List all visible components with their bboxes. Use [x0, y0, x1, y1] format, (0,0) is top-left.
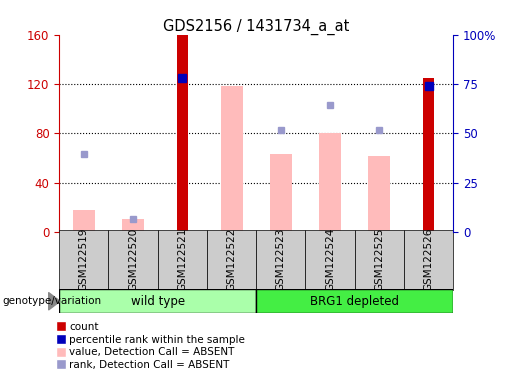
Text: GSM122523: GSM122523 [276, 227, 286, 291]
Text: GSM122520: GSM122520 [128, 227, 138, 291]
Bar [319, 134, 341, 232]
Text: GSM122522: GSM122522 [227, 227, 236, 291]
Bar [355, 230, 404, 290]
Bar [220, 86, 243, 232]
Bar [59, 230, 109, 290]
Text: GSM122525: GSM122525 [374, 227, 384, 291]
Text: GSM122521: GSM122521 [177, 227, 187, 291]
Title: GDS2156 / 1431734_a_at: GDS2156 / 1431734_a_at [163, 18, 349, 35]
Bar [122, 219, 144, 232]
Bar [404, 230, 453, 290]
Text: wild type: wild type [131, 295, 185, 308]
Bar [73, 210, 95, 232]
Text: GSM122526: GSM122526 [423, 227, 434, 291]
Bar [59, 289, 256, 313]
Legend: count, percentile rank within the sample, value, Detection Call = ABSENT, rank, : count, percentile rank within the sample… [57, 322, 245, 370]
Bar [270, 154, 292, 232]
Text: BRG1 depleted: BRG1 depleted [310, 295, 399, 308]
Bar [368, 156, 390, 232]
Bar [305, 230, 355, 290]
Bar [256, 289, 453, 313]
Text: GSM122524: GSM122524 [325, 227, 335, 291]
Polygon shape [48, 293, 60, 310]
Text: GSM122519: GSM122519 [79, 227, 89, 291]
Bar [256, 230, 305, 290]
Bar [158, 230, 207, 290]
Bar [177, 35, 188, 232]
Text: genotype/variation: genotype/variation [3, 296, 101, 306]
Bar [423, 78, 434, 232]
Bar [207, 230, 256, 290]
Bar [109, 230, 158, 290]
